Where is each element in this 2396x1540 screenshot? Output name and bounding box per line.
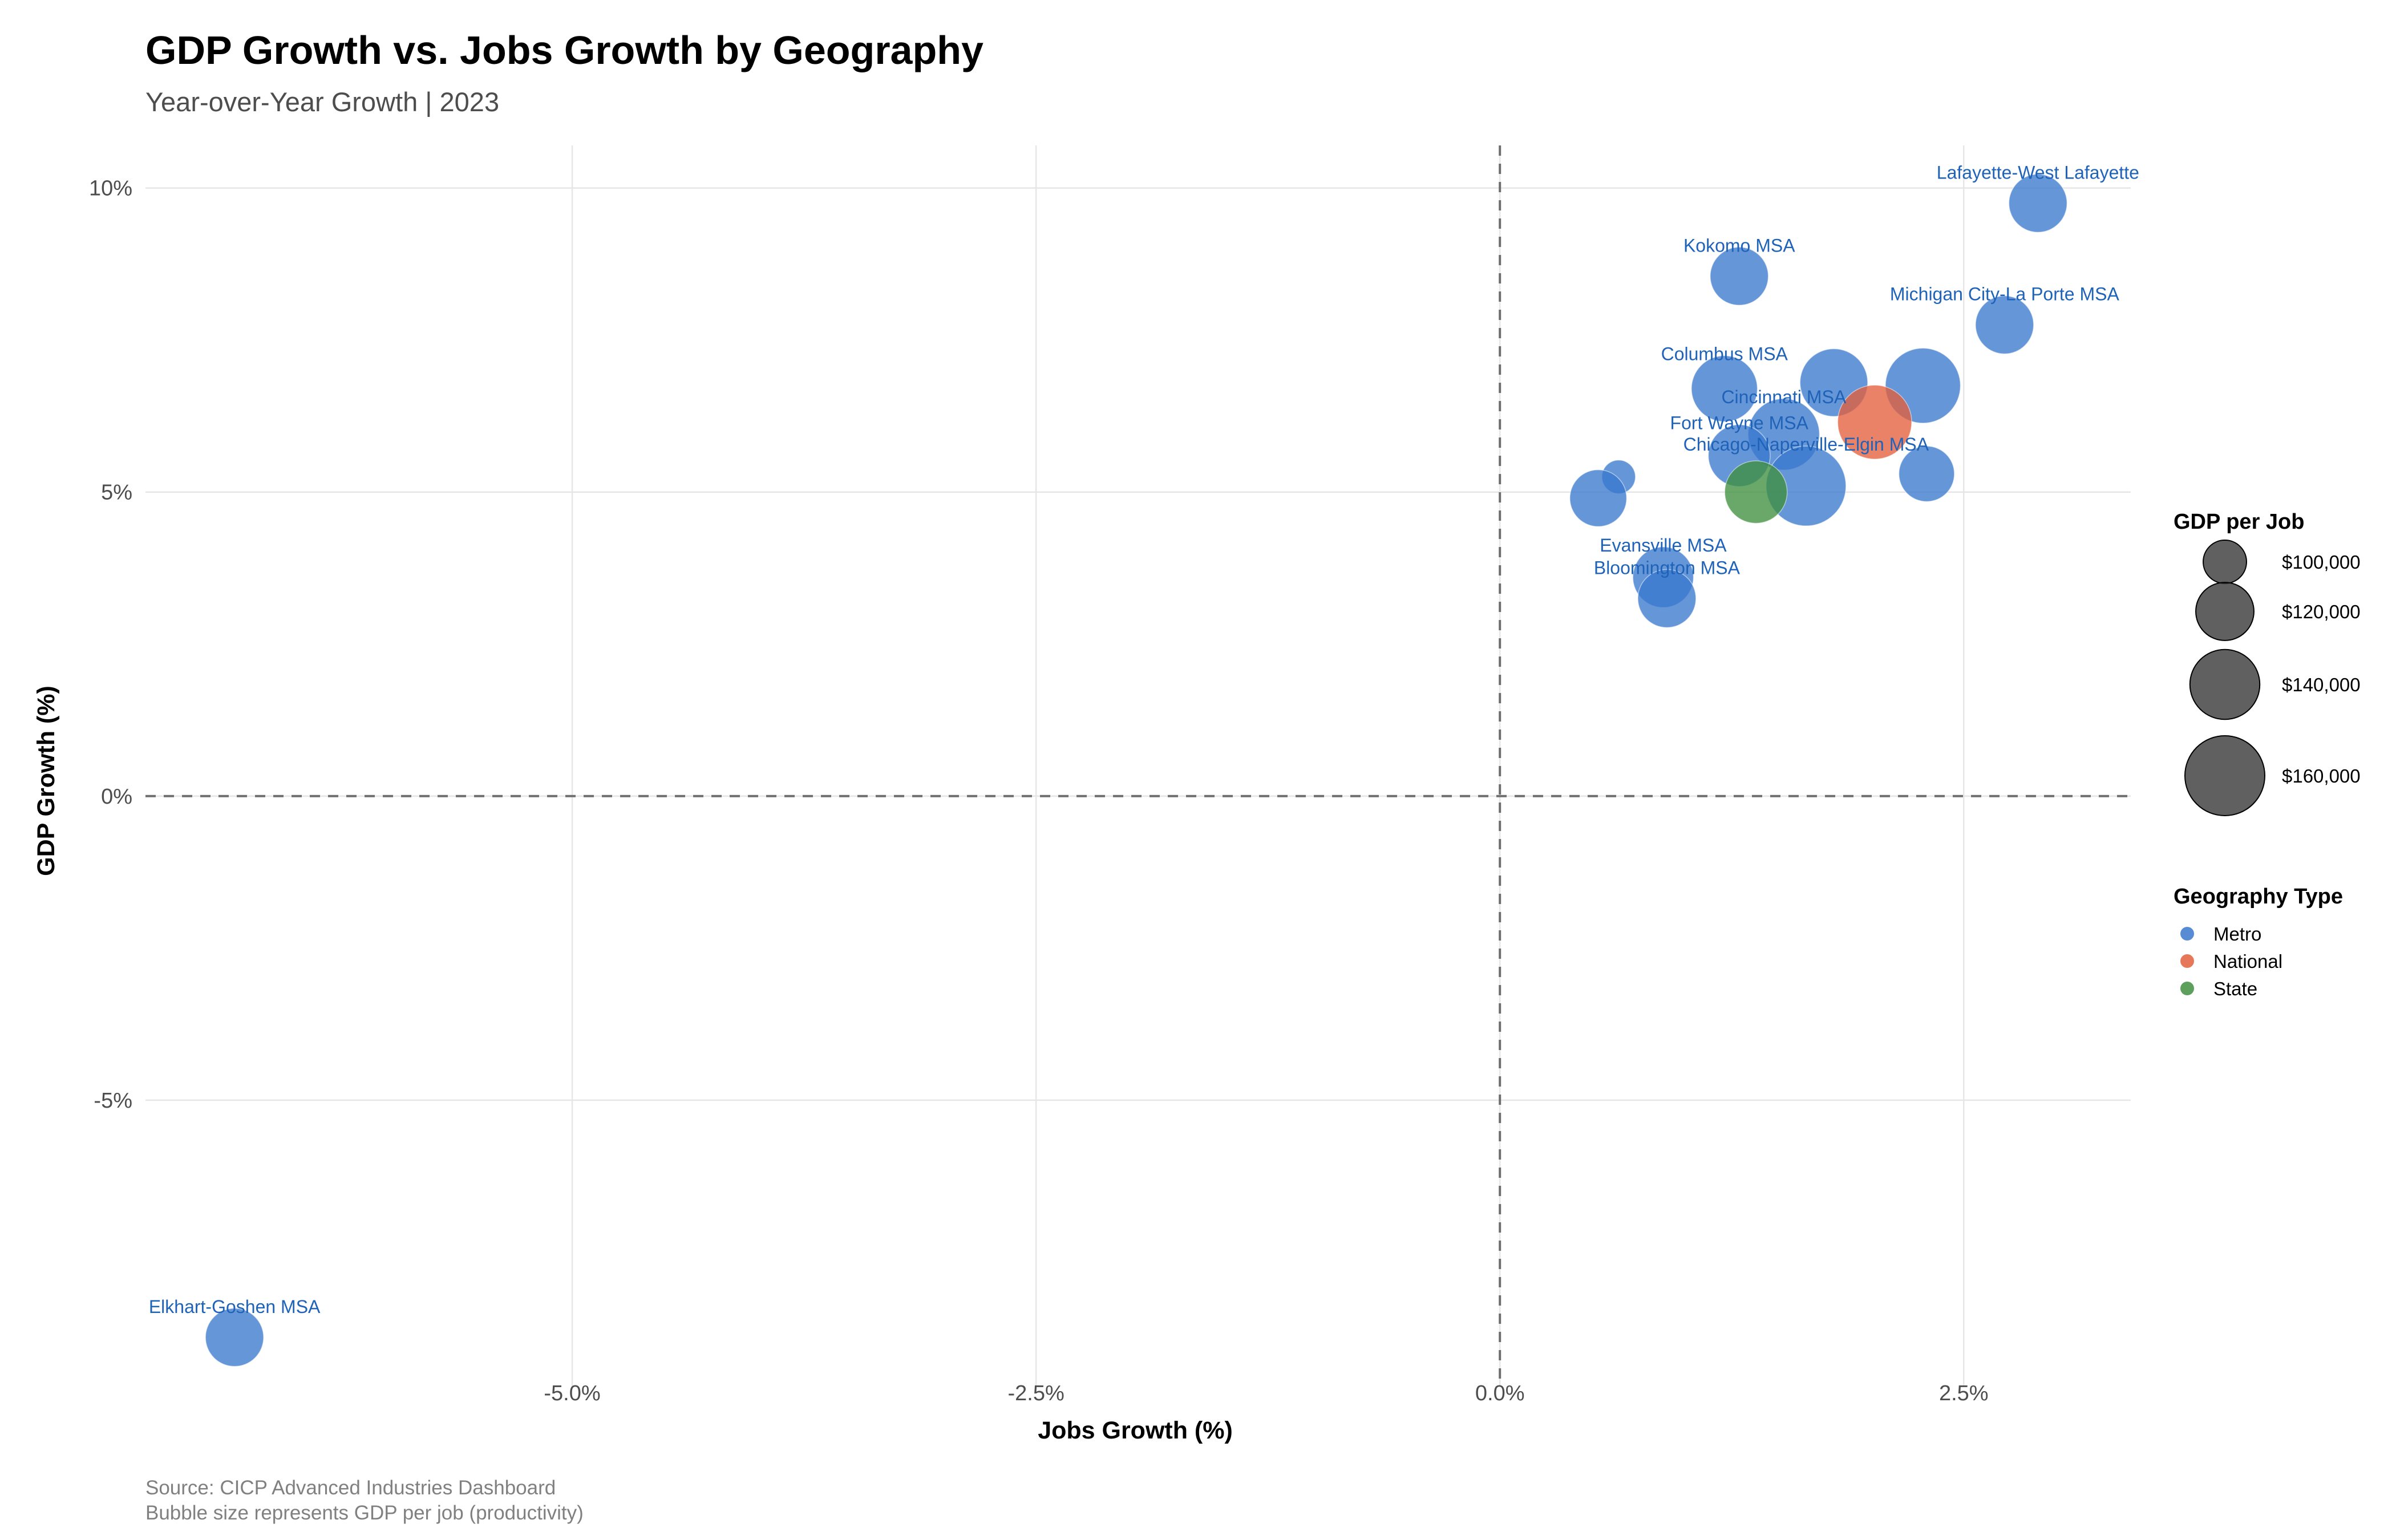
x-tick-label-3: 2.5%: [1939, 1381, 1989, 1405]
point-label-10: Chicago-Naperville-Elgin MSA: [1683, 434, 1929, 455]
bubble-metro-1: [2008, 173, 2068, 233]
point-label-2: Kokomo MSA: [1683, 235, 1795, 256]
y-tick-label-1: 0%: [101, 785, 132, 809]
point-labels: Elkhart-Goshen MSA Lafayette-West Lafayet…: [149, 162, 2139, 1316]
color-legend-label-national: National: [2213, 951, 2282, 972]
x-tick-label-2: 0.0%: [1475, 1381, 1525, 1405]
bubble-metro-2: [1710, 246, 1769, 306]
x-tick-label-1: -2.5%: [1007, 1381, 1064, 1405]
size-legend-circle-1: [2195, 582, 2255, 641]
data-points: [205, 173, 2068, 1367]
point-label-4: Columbus MSA: [1661, 344, 1788, 364]
color-legend-dot-state: [2180, 982, 2194, 995]
bubble-metro-4: [1691, 355, 1758, 423]
y-tick-label-0: -5%: [94, 1089, 132, 1113]
size-legend-title: GDP per Job: [2174, 510, 2304, 534]
point-label-8: Cincinnati MSA: [1721, 387, 1846, 407]
color-legend-label-metro: Metro: [2213, 923, 2261, 945]
size-legend-circle-3: [2184, 735, 2265, 816]
color-legend-dot-national: [2180, 954, 2194, 968]
bubble-metro-0: [205, 1308, 264, 1367]
color-legend-label-state: State: [2213, 978, 2257, 999]
size-legend-label-2: $140,000: [2282, 674, 2361, 695]
reference-lines: [145, 145, 2131, 1386]
point-label-3: Michigan City-La Porte MSA: [1890, 284, 2120, 305]
size-legend-circle-2: [2189, 649, 2261, 720]
size-legend: GDP per Job $100,000 $120,000 $140,000 $160…: [2174, 510, 2361, 816]
x-axis-title: Jobs Growth (%): [1038, 1417, 1233, 1444]
chart-subtitle: Year-over-Year Growth | 2023: [145, 87, 499, 117]
y-axis-title: GDP Growth (%): [33, 686, 60, 876]
axis-ticks: -5.0% -2.5% 0.0% 2.5% -5% 0% 5% 10%: [89, 177, 1989, 1405]
y-tick-label-3: 10%: [89, 177, 132, 201]
bubble-metro-13: [1569, 469, 1628, 527]
point-label-1: Lafayette-West Lafayette: [1937, 162, 2139, 183]
grid-lines: [145, 145, 2131, 1386]
bubble-size-caption: Bubble size represents GDP per job (prod…: [145, 1502, 584, 1524]
point-label-15: Evansville MSA: [1600, 535, 1727, 556]
bubble-metro-11: [1898, 445, 1955, 502]
point-label-9: Fort Wayne MSA: [1670, 413, 1809, 433]
x-tick-label-0: -5.0%: [544, 1381, 600, 1405]
color-legend-title: Geography Type: [2174, 885, 2343, 909]
color-legend-dot-metro: [2180, 927, 2194, 941]
bubble-metro-3: [1975, 295, 2034, 355]
size-legend-label-1: $120,000: [2282, 601, 2361, 622]
chart-title: GDP Growth vs. Jobs Growth by Geography: [145, 28, 984, 72]
color-legend: Geography Type Metro National State: [2174, 885, 2343, 999]
size-legend-label-0: $100,000: [2282, 552, 2361, 573]
source-caption: Source: CICP Advanced Industries Dashboa…: [145, 1477, 556, 1499]
point-label-16: Bloomington MSA: [1594, 557, 1741, 578]
bubble-metro-16: [1637, 569, 1697, 628]
size-legend-circle-0: [2203, 540, 2247, 584]
bubble-state-14: [1724, 460, 1788, 524]
bubble-national-7: [1837, 384, 1912, 460]
y-tick-label-2: 5%: [101, 481, 132, 505]
point-label-0: Elkhart-Goshen MSA: [149, 1296, 321, 1317]
size-legend-label-3: $160,000: [2282, 765, 2361, 787]
